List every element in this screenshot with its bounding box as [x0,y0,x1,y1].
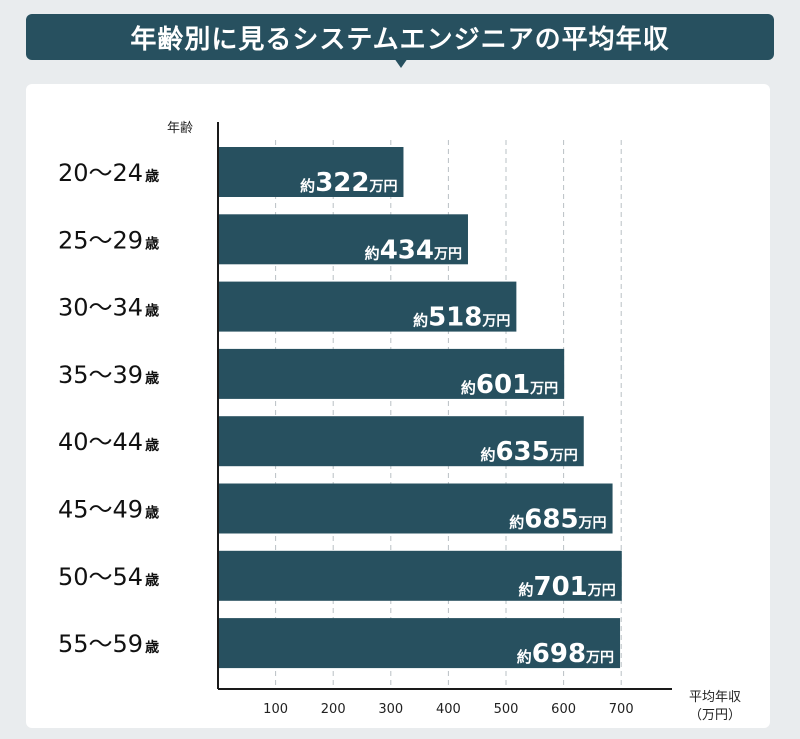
bar-value-label: 約434万円 [365,235,462,265]
x-tick-label: 300 [378,702,403,717]
x-tick-label: 200 [321,702,346,717]
category-label: 50〜54 歳 [58,563,159,591]
x-tick-label: 500 [494,702,519,717]
x-tick-label: 700 [609,702,634,717]
x-axis-label: 平均年収 [689,690,741,705]
category-label: 40〜44 歳 [58,428,159,456]
bar-value-label: 約601万円 [461,370,558,400]
x-tick-label: 400 [436,702,461,717]
x-tick-labels: 100 200 300 400 500 600 700 [263,702,633,717]
x-tick-label: 600 [551,702,576,717]
title-pointer [394,58,408,68]
chart-title: 年齢別に見るシステムエンジニアの平均年収 [26,14,774,60]
bar [219,618,621,669]
bar [219,550,622,601]
category-label: 35〜39 歳 [58,361,159,389]
category-label: 25〜29 歳 [58,226,159,254]
x-axis-unit-label: （万円） [689,708,741,723]
bar-value-label: 約698万円 [517,639,614,669]
bar [219,147,404,197]
bar [219,416,584,467]
category-label: 55〜59 歳 [58,630,159,658]
bar [219,483,613,534]
category-label: 45〜49 歳 [58,496,159,524]
category-label: 30〜34 歳 [58,294,159,322]
bar-value-label: 約701万円 [518,572,615,602]
bar-value-label: 約518万円 [413,303,510,333]
bar-value-label: 約635万円 [480,437,577,467]
bar-value-label: 約322万円 [300,168,397,198]
category-label: 20〜24 歳 [58,159,159,187]
category-labels: 20〜24 歳 25〜29 歳 30〜34 歳 35〜39 歳 40〜44 歳 45〜49 歳 50〜5… [58,159,159,658]
bar [219,281,517,332]
value-labels: 約322万円約434万円約518万円約601万円約635万円約685万円約701… [300,168,616,669]
bar [219,348,565,399]
bars [219,147,622,669]
x-tick-label: 100 [263,702,288,717]
y-axis-label: 年齢 [167,121,193,136]
bar-value-label: 約685万円 [509,505,606,535]
bar [219,214,468,265]
